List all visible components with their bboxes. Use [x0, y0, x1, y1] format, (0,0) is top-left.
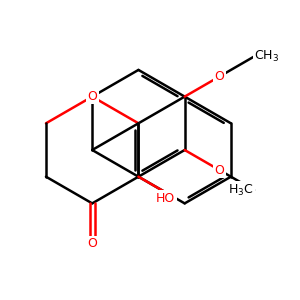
Text: H$_3$C: H$_3$C	[229, 182, 254, 198]
Text: O: O	[214, 164, 224, 176]
Text: O: O	[87, 237, 97, 250]
Text: HO: HO	[156, 191, 176, 205]
Text: O: O	[214, 70, 224, 83]
Text: O: O	[87, 90, 97, 103]
Text: CH$_3$: CH$_3$	[254, 49, 279, 64]
